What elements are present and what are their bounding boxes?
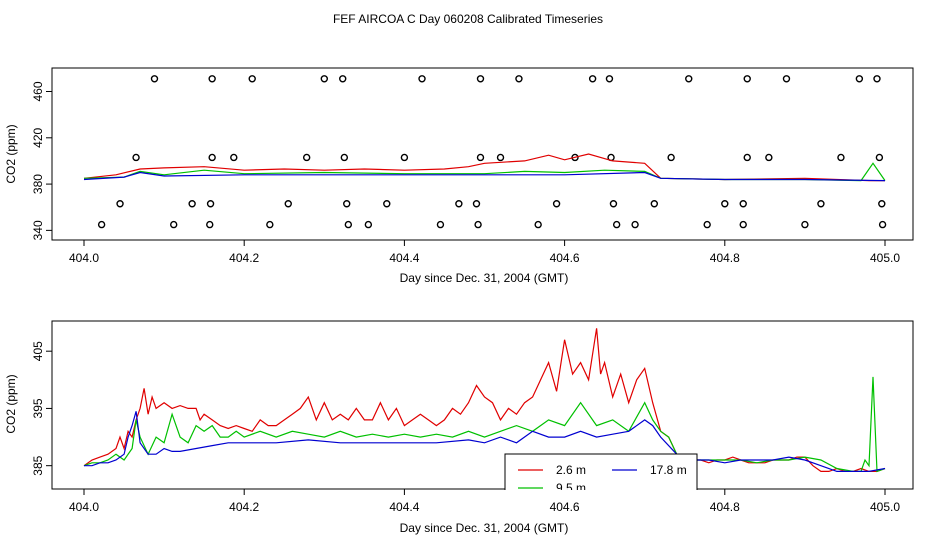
sample-marker — [188, 200, 196, 208]
sample-marker — [875, 153, 884, 162]
top-plot-frame — [51, 67, 914, 241]
top-y-tick-label: 460 — [31, 81, 45, 101]
sample-marker — [472, 200, 481, 208]
sample-marker — [515, 75, 523, 83]
sample-marker — [534, 220, 542, 229]
sample-marker — [765, 153, 773, 162]
bottom-y-tick-label: 395 — [31, 398, 45, 418]
bottom-series-17.8m — [84, 411, 886, 472]
sample-marker — [383, 200, 391, 208]
legend-box — [504, 453, 698, 495]
sample-marker — [878, 200, 886, 208]
top-y-axis-label: CO2 (ppm) — [4, 124, 18, 183]
bottom-x-tick-label: 405.0 — [870, 500, 900, 514]
sample-marker — [320, 75, 328, 83]
bottom-x-axis-label: Day since Dec. 31, 2004 (GMT) — [400, 521, 569, 535]
top-x-tick-label: 404.8 — [710, 251, 740, 265]
sample-marker — [208, 75, 216, 83]
figure-title: FEF AIRCOA C Day 060208 Calibrated Times… — [333, 12, 603, 26]
sample-marker — [739, 200, 747, 208]
sample-marker — [743, 75, 751, 83]
sample-marker — [612, 220, 621, 229]
sample-marker — [206, 200, 215, 208]
sample-marker — [150, 75, 159, 83]
sample-marker — [873, 75, 881, 83]
sample-marker — [878, 220, 887, 229]
sample-marker — [667, 153, 675, 162]
top-x-tick-label: 404.0 — [69, 251, 99, 265]
top-x-tick-label: 404.6 — [550, 251, 580, 265]
sample-marker — [339, 75, 347, 83]
sample-marker — [418, 75, 426, 83]
bottom-y-tick-label: 385 — [31, 455, 45, 475]
bottom-x-tick-label: 404.0 — [69, 500, 99, 514]
legend-label-2.6m: 2.6 m — [556, 463, 586, 477]
sample-marker — [436, 220, 445, 229]
sample-marker — [782, 75, 791, 83]
sample-marker — [476, 153, 485, 162]
bottom-series-9.5m — [83, 376, 886, 473]
sample-marker — [344, 220, 353, 229]
sample-marker — [455, 200, 463, 208]
bottom-x-tick-label: 404.4 — [389, 500, 419, 514]
sample-marker — [302, 153, 311, 162]
sample-marker — [817, 200, 825, 208]
sample-marker — [552, 200, 561, 208]
bottom-x-tick-label: 404.2 — [229, 500, 259, 514]
sample-marker — [685, 75, 693, 83]
bottom-y-tick-label: 405 — [31, 341, 45, 361]
sample-marker — [650, 200, 659, 208]
sample-marker — [97, 220, 106, 229]
top-y-tick-label: 340 — [31, 220, 45, 240]
sample-marker — [631, 220, 639, 229]
bottom-series-2.6m — [83, 328, 886, 472]
sample-marker — [400, 153, 409, 162]
sample-marker — [343, 200, 351, 208]
sample-marker — [476, 75, 485, 83]
sample-marker — [266, 220, 274, 229]
top-y-tick-label: 380 — [31, 174, 45, 194]
sample-marker — [206, 220, 214, 229]
sample-marker — [132, 153, 140, 162]
bottom-x-tick-label: 404.8 — [710, 500, 740, 514]
bottom-panel: 404.0 404.2 404.4 404.6 404.8 405.0385395405 … — [4, 320, 914, 535]
bottom-plot-frame — [51, 320, 914, 490]
top-series-17.8m — [83, 171, 886, 182]
sample-marker — [496, 153, 505, 162]
sample-marker — [208, 153, 216, 162]
sample-marker — [284, 200, 292, 208]
top-series-2.8m — [83, 153, 885, 182]
sample-marker — [474, 220, 482, 229]
top-x-tick-label: 405.0 — [870, 251, 900, 265]
sample-marker — [855, 75, 864, 83]
sample-marker — [588, 75, 597, 83]
sample-marker — [703, 220, 711, 229]
bottom-y-axis-label: CO2 (ppm) — [4, 374, 18, 433]
sample-marker — [739, 220, 747, 229]
sample-marker — [721, 200, 729, 208]
sample-marker — [837, 153, 845, 162]
sample-marker — [801, 220, 809, 229]
sample-marker — [230, 153, 238, 162]
bottom-x-tick-label: 404.6 — [550, 500, 580, 514]
top-x-tick-label: 404.2 — [229, 251, 259, 265]
top-series-9.5m — [83, 162, 886, 182]
sample-marker — [116, 200, 124, 208]
legend-label-17.8m: 17.8 m — [650, 463, 687, 477]
sample-marker — [609, 200, 618, 208]
sample-marker — [170, 220, 178, 229]
sample-marker — [248, 75, 256, 83]
top-panel: 404.0 404.2 404.4 404.6 404.8 405.0 340 380 420 4… — [4, 67, 914, 285]
sample-marker — [605, 75, 614, 83]
top-x-axis-label: Day since Dec. 31, 2004 (GMT) — [400, 271, 569, 285]
sample-marker — [743, 153, 751, 162]
top-x-tick-label: 404.4 — [389, 251, 419, 265]
sample-marker — [364, 220, 373, 229]
top-y-tick-label: 420 — [31, 127, 45, 147]
legend: 2.6 m 17.8 m 9.5 m — [504, 453, 698, 495]
sample-marker — [340, 153, 349, 162]
